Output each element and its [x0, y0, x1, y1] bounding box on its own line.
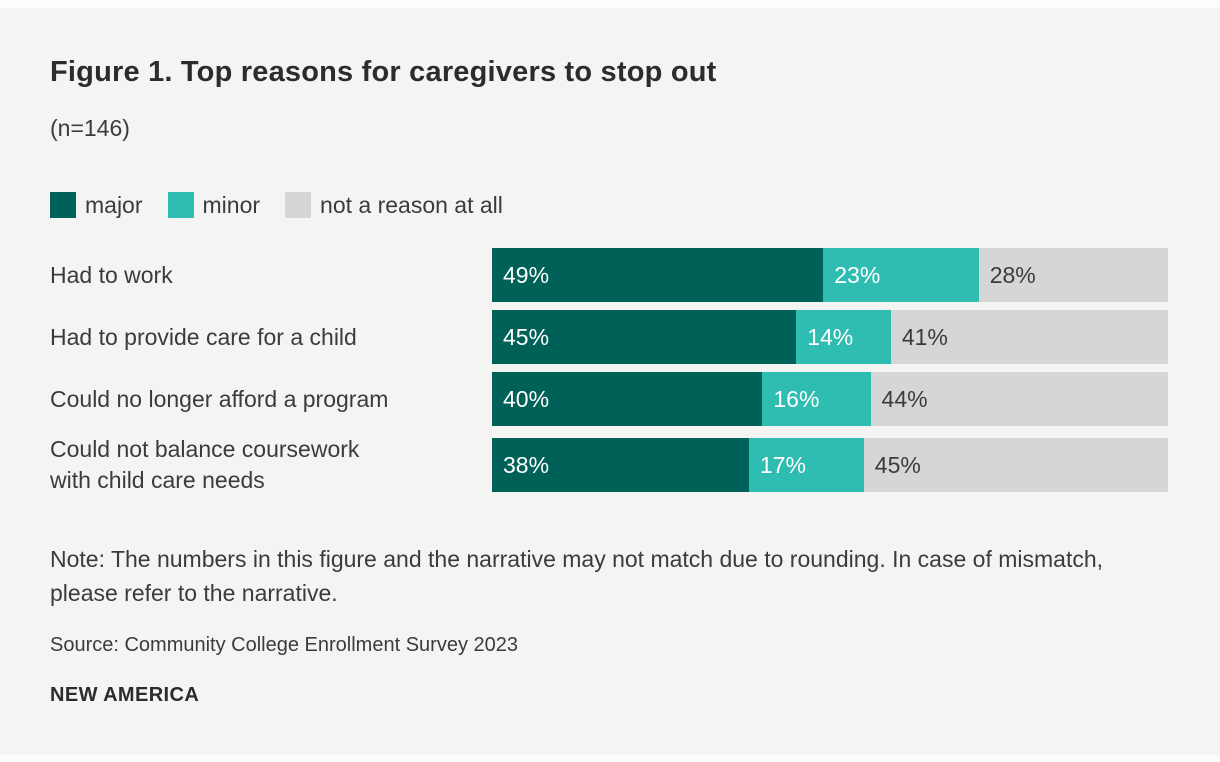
segment-value: 45: [492, 324, 549, 351]
bar-row: Had to provide care for a child 45 14 41: [50, 310, 1170, 364]
legend-swatch-icon: [50, 192, 76, 218]
figure-panel: Figure 1. Top reasons for caregivers to …: [0, 8, 1220, 755]
legend: major minor not a reason at all: [50, 192, 1170, 218]
figure-title: Figure 1. Top reasons for caregivers to …: [50, 56, 717, 88]
stacked-bar-chart: Had to work 49 23 28 Had to provide care for…: [50, 248, 1170, 496]
bar-segment-minor: 16: [762, 372, 871, 426]
category-label: Could no longer afford a program: [50, 385, 389, 412]
bar-segment-not-a-reason-at-all: 41: [890, 310, 1168, 364]
legend-item-major: major: [50, 192, 143, 218]
legend-swatch-icon: [167, 192, 194, 218]
bar-segment-not-a-reason-at-all: 28: [978, 248, 1168, 302]
sample-size: (n=146): [50, 115, 130, 141]
bar-segment-minor: 14: [796, 310, 891, 364]
bar-row: Could not balance coursework with child …: [50, 434, 1170, 496]
legend-item-minor: minor: [167, 192, 261, 218]
bar-track: 38 17 45: [492, 438, 1168, 492]
segment-value: 45: [864, 452, 921, 479]
legend-label: major: [85, 192, 143, 218]
legend-swatch-icon: [285, 192, 312, 218]
bar-track: 45 14 41: [492, 310, 1168, 364]
segment-value: 44: [871, 386, 928, 413]
bar-row: Had to work 49 23 28: [50, 248, 1170, 302]
category-label: Could not balance coursework with child …: [50, 436, 360, 493]
category-label: Had to work: [50, 261, 173, 288]
bar-segment-major: 40: [492, 372, 763, 426]
segment-value: 14: [796, 324, 853, 351]
category-label: Had to provide care for a child: [50, 323, 357, 350]
segment-value: 16: [762, 386, 819, 413]
bar-segment-not-a-reason-at-all: 45: [863, 438, 1168, 492]
legend-item-not-a-reason-at-all: not a reason at all: [285, 192, 503, 218]
segment-value: 49: [492, 262, 549, 289]
new-america-wordmark: NEW AMERICA: [50, 684, 200, 706]
bar-segment-major: 38: [492, 438, 749, 492]
legend-label: minor: [202, 192, 261, 218]
figure-source: Source: Community College Enrollment Sur…: [50, 634, 518, 656]
bar-segment-major: 45: [492, 310, 797, 364]
segment-value: 28: [979, 262, 1036, 289]
bar-track: 40 16 44: [492, 372, 1168, 426]
segment-value: 41: [891, 324, 948, 351]
bar-track: 49 23 28: [492, 248, 1168, 302]
bar-segment-minor: 23: [823, 248, 979, 302]
bar-row: Could no longer afford a program 40 16 44: [50, 372, 1170, 426]
bar-segment-major: 49: [492, 248, 824, 302]
legend-label: not a reason at all: [320, 192, 503, 218]
segment-value: 40: [492, 386, 549, 413]
bar-segment-not-a-reason-at-all: 44: [870, 372, 1168, 426]
bar-segment-minor: 17: [748, 438, 864, 492]
segment-value: 23: [823, 262, 880, 289]
figure-note: Note: The numbers in this figure and the…: [50, 546, 1104, 606]
segment-value: 38: [492, 452, 549, 479]
segment-value: 17: [749, 452, 806, 479]
